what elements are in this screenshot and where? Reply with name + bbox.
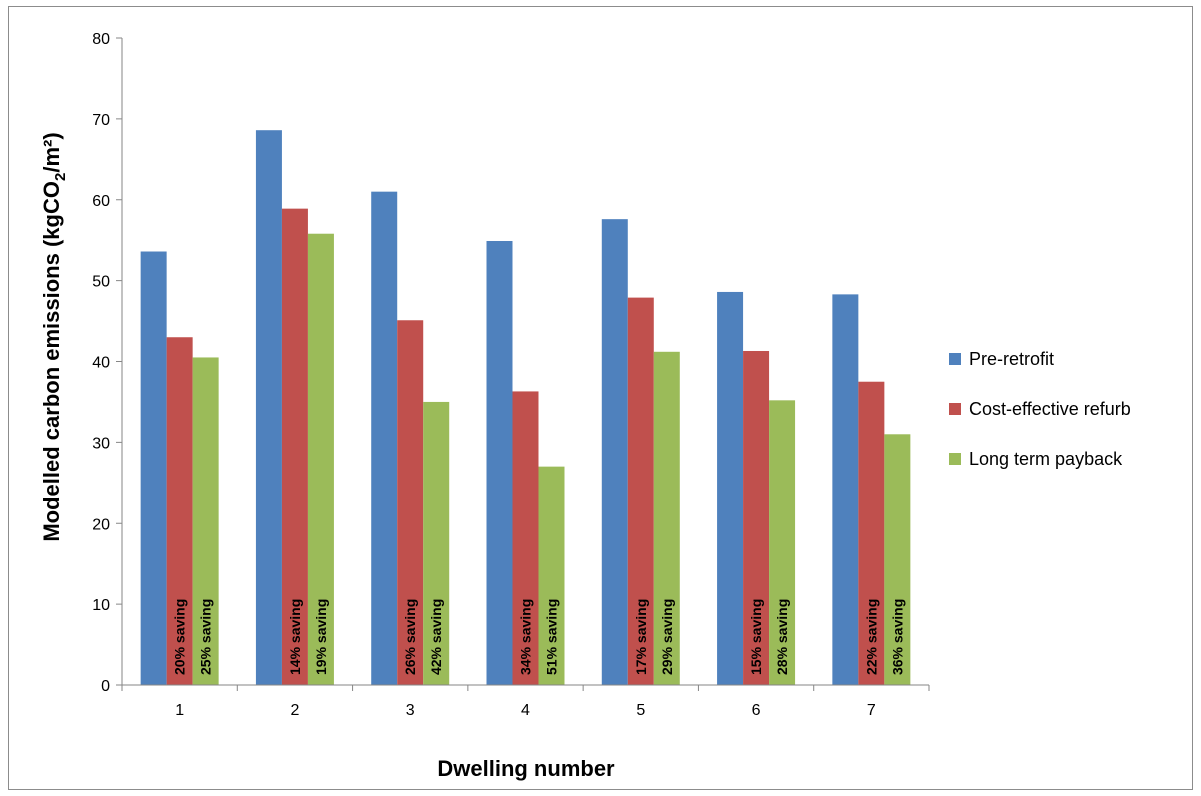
bar-2-4 — [512, 391, 539, 685]
bar-data-label: 25% saving — [198, 599, 214, 675]
bar-data-label: 51% saving — [544, 599, 560, 675]
y-tick-label: 10 — [92, 597, 110, 614]
bar-1-3 — [371, 191, 398, 685]
bar-3-4 — [538, 466, 565, 685]
bar-1-6 — [717, 291, 744, 685]
x-tick-label: 6 — [752, 702, 761, 719]
y-tick-label: 20 — [92, 516, 110, 533]
bar-3-5 — [653, 351, 680, 685]
y-tick-label: 70 — [92, 112, 110, 129]
y-tick-label: 50 — [92, 274, 110, 291]
bar-data-label: 34% saving — [518, 599, 534, 675]
legend-swatch — [949, 453, 961, 465]
bar-1-2 — [255, 130, 282, 685]
bar-2-1 — [166, 337, 193, 685]
bar-2-6 — [743, 350, 770, 685]
legend-label: Cost-effective refurb — [969, 399, 1131, 419]
x-axis-title: Dwelling number — [437, 756, 615, 781]
bar-3-6 — [769, 400, 796, 685]
bar-3-2 — [307, 233, 334, 685]
bar-data-label: 26% saving — [402, 599, 418, 675]
x-tick-label: 3 — [406, 702, 415, 719]
bar-data-label: 14% saving — [287, 599, 303, 675]
bar-1-1 — [140, 251, 167, 685]
bar-3-1 — [192, 357, 219, 685]
legend: Pre-retrofit Cost-effective refurb Long te… — [949, 349, 1131, 469]
bar-data-label: 19% saving — [313, 599, 329, 675]
bar-1-5 — [601, 219, 628, 685]
y-tick-label: 0 — [101, 678, 110, 695]
y-axis-title: Modelled carbon emissions (kgCO2/m²) — [39, 132, 69, 541]
bar-data-label: 42% saving — [428, 599, 444, 675]
bar-data-label: 20% saving — [172, 599, 188, 675]
bar-data-label: 28% saving — [774, 599, 790, 675]
bar-3-3 — [423, 401, 450, 685]
x-tick-label: 4 — [521, 702, 530, 719]
bar-2-2 — [281, 208, 308, 686]
y-tick-label: 60 — [92, 193, 110, 210]
bar-data-label: 36% saving — [889, 599, 905, 675]
bar-1-7 — [832, 294, 859, 685]
y-tick-label: 30 — [92, 435, 110, 452]
bar-chart: 0 10 20 30 40 50 60 70 80 20% saving 14% saving 26%… — [39, 31, 1131, 781]
bar-1-4 — [486, 240, 513, 685]
bar-data-label: 15% saving — [748, 599, 764, 675]
legend-swatch — [949, 353, 961, 365]
bar-data-label: 17% saving — [633, 599, 649, 675]
chart-frame: 0 10 20 30 40 50 60 70 80 20% saving 14% saving 26%… — [8, 6, 1193, 790]
x-tick-label: 2 — [290, 702, 299, 719]
y-tick-label: 80 — [92, 31, 110, 48]
x-tick-label: 5 — [636, 702, 645, 719]
legend-label: Long term payback — [969, 449, 1123, 469]
bar-2-3 — [397, 320, 424, 685]
legend-label: Pre-retrofit — [969, 349, 1054, 369]
x-tick-label: 1 — [175, 702, 184, 719]
bar-data-label: 29% saving — [659, 599, 675, 675]
bar-3-7 — [884, 434, 911, 685]
bar-data-label: 22% saving — [863, 599, 879, 675]
legend-swatch — [949, 403, 961, 415]
x-tick-label: 7 — [867, 702, 876, 719]
bar-2-5 — [627, 297, 654, 685]
y-tick-label: 40 — [92, 355, 110, 372]
bar-2-7 — [858, 381, 885, 685]
